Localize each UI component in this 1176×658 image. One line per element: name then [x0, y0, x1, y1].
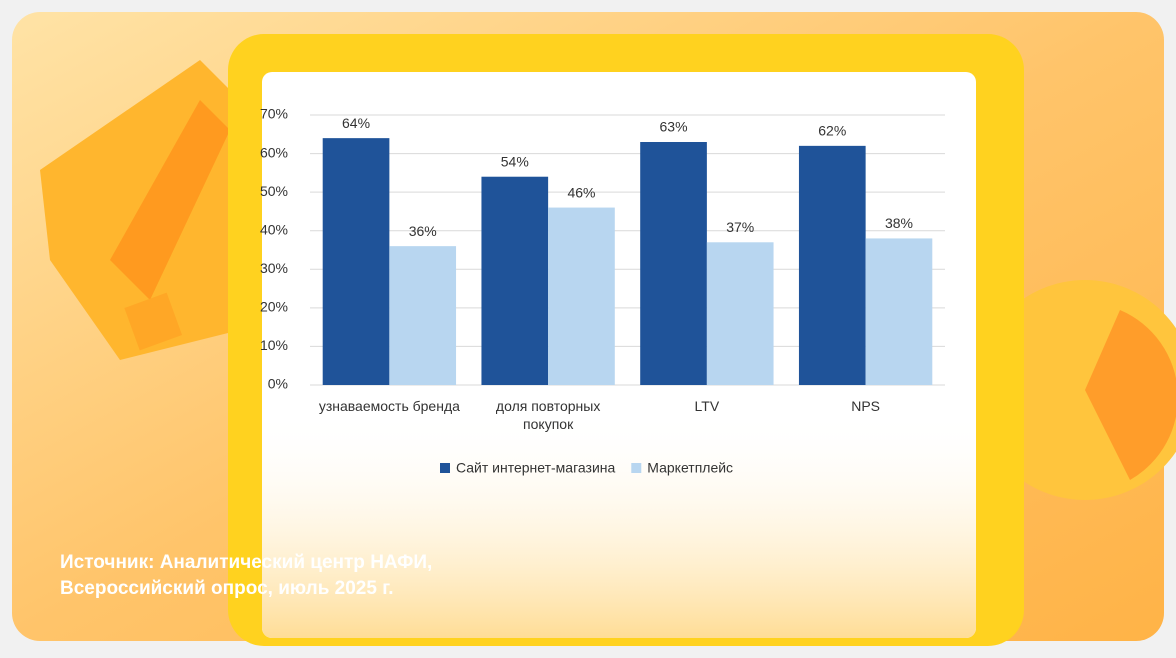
- source-line: Источник: Аналитический центр НАФИ,: [60, 552, 432, 573]
- value-label: 62%: [818, 123, 846, 139]
- x-tick-label: NPS: [851, 398, 881, 414]
- legend-label: Сайт интернет-магазина: [456, 460, 615, 476]
- x-tick-label-box: доля повторных покупок: [495, 398, 601, 432]
- value-label: 37%: [726, 219, 754, 235]
- y-tick-label: 30%: [260, 260, 288, 276]
- bar: [706, 242, 774, 385]
- x-tick-label: узнаваемость бренда: [318, 398, 460, 414]
- bar: [865, 238, 933, 385]
- bar: [548, 207, 615, 385]
- value-label: 38%: [885, 215, 913, 231]
- bar: [389, 246, 457, 385]
- value-label: 54%: [501, 153, 529, 169]
- value-label: 64%: [342, 115, 370, 131]
- x-tick-label-box: узнаваемость бренда: [318, 398, 460, 414]
- bar: [640, 142, 707, 385]
- y-tick-label: 50%: [260, 183, 288, 199]
- source-line: Всероссийский опрос, июль 2025 г.: [60, 578, 394, 599]
- x-tick-label: LTV: [694, 398, 720, 414]
- legend-label: Маркетплейс: [647, 460, 733, 476]
- y-tick-label: 20%: [260, 299, 288, 315]
- y-tick-label: 10%: [260, 337, 288, 353]
- bar: [481, 176, 549, 385]
- legend-swatch: [631, 463, 642, 473]
- decor-right: [975, 280, 1176, 500]
- bar: [322, 138, 390, 385]
- x-tick-label-box: LTV: [694, 398, 720, 414]
- x-tick-label: доля повторных покупок: [495, 398, 601, 432]
- value-label: 36%: [409, 223, 437, 239]
- screen-fade: [262, 72, 976, 638]
- decor-left: [40, 60, 260, 360]
- y-tick-label: 40%: [260, 221, 288, 237]
- value-label: 63%: [660, 119, 688, 135]
- bar: [798, 145, 866, 385]
- value-label: 46%: [567, 184, 595, 200]
- y-tick-label: 0%: [268, 376, 288, 392]
- legend-swatch: [440, 463, 450, 473]
- x-tick-label-box: NPS: [851, 398, 881, 414]
- y-tick-label: 60%: [260, 144, 288, 160]
- y-tick-label: 70%: [260, 106, 288, 122]
